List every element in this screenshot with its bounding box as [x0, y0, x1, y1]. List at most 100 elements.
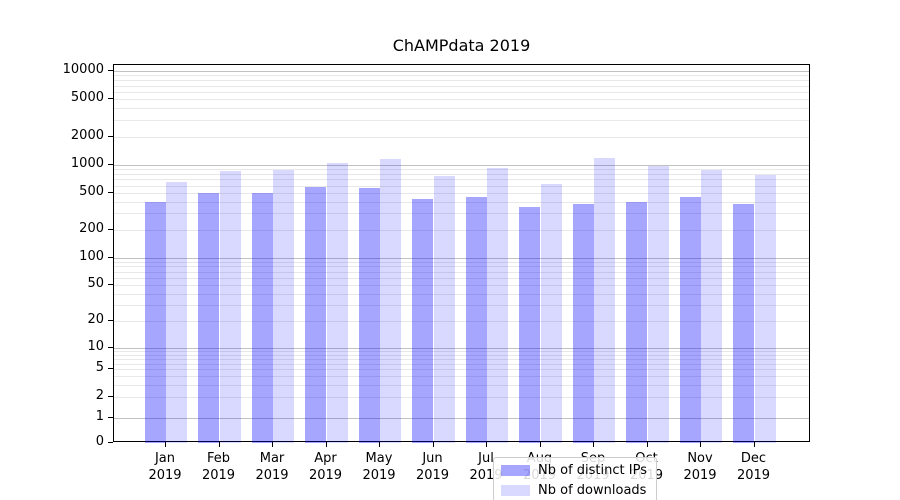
gridline-minor — [114, 120, 809, 122]
bar-nb-of-downloads-aug — [540, 183, 562, 443]
y-tick-mark — [108, 442, 113, 443]
legend-swatch-distinct-ips — [501, 465, 531, 476]
gridline-minor — [114, 320, 809, 322]
y-tick-label: 100 — [79, 248, 104, 264]
x-tick-label: Mar 2019 — [255, 451, 289, 483]
y-tick-label: 5 — [95, 360, 104, 376]
y-tick-mark — [108, 347, 113, 348]
x-tick-mark — [593, 442, 594, 447]
gridline-minor — [114, 192, 809, 194]
bar-nb-of-distinct-ips-jan — [144, 201, 166, 443]
y-tick-mark — [108, 417, 113, 418]
y-tick-mark — [108, 228, 113, 230]
bar-nb-of-downloads-jun — [433, 176, 455, 443]
bar-nb-of-downloads-feb — [219, 170, 241, 443]
gridline-major — [114, 257, 809, 259]
x-tick-mark — [165, 442, 166, 447]
gridline-minor — [114, 85, 809, 87]
legend: Nb of distinct IPs Nb of downloads — [493, 457, 657, 500]
y-tick-mark — [108, 283, 113, 285]
bar-nb-of-downloads-mar — [273, 170, 295, 443]
x-tick-mark — [325, 442, 327, 447]
bar-nb-of-downloads-jan — [166, 182, 188, 443]
gridline-minor — [114, 354, 809, 356]
gridline-minor — [114, 169, 809, 171]
bar-nb-of-downloads-oct — [647, 165, 669, 443]
y-tick-label: 20 — [87, 311, 104, 327]
gridline-minor — [114, 266, 809, 268]
gridline-major — [114, 165, 809, 166]
gridline-minor — [114, 304, 809, 306]
gridline-minor — [114, 91, 809, 93]
y-tick-mark — [108, 319, 113, 321]
bar-nb-of-distinct-ips-jul — [465, 197, 487, 443]
y-tick-mark — [108, 395, 113, 397]
gridline-minor — [114, 99, 809, 101]
y-tick-label: 1 — [95, 409, 104, 424]
bar-nb-of-downloads-sep — [594, 157, 616, 443]
y-tick-label: 10 — [87, 339, 104, 354]
grid-layer — [114, 65, 809, 441]
gridline-minor — [114, 351, 809, 353]
bar-nb-of-distinct-ips-mar — [251, 192, 273, 443]
gridline-minor — [114, 358, 809, 360]
bar-nb-of-distinct-ips-apr — [305, 186, 327, 443]
gridline-minor — [114, 174, 809, 175]
gridline-minor — [114, 261, 809, 263]
x-tick-label: Nov 2019 — [683, 451, 717, 483]
gridline-minor — [114, 108, 809, 110]
legend-item-downloads: Nb of downloads — [501, 483, 647, 498]
x-tick-label: Apr 2019 — [308, 451, 343, 483]
bar-nb-of-downloads-jul — [487, 167, 509, 443]
bar-nb-of-downloads-may — [380, 159, 402, 443]
x-tick-mark — [486, 442, 487, 447]
plot-area: Nb of distinct IPs Nb of downloads — [113, 64, 810, 500]
gridline-minor — [114, 201, 809, 203]
bar-nb-of-distinct-ips-jun — [412, 198, 434, 443]
y-tick-mark — [108, 256, 113, 258]
y-tick-label: 1000 — [70, 156, 104, 171]
gridline-minor — [114, 284, 809, 286]
legend-swatch-downloads — [501, 485, 531, 496]
y-tick-mark — [108, 98, 113, 100]
bar-nb-of-downloads-dec — [754, 175, 776, 443]
gridline-minor — [114, 185, 809, 187]
y-tick-label: 0 — [95, 434, 104, 449]
gridline-minor — [114, 179, 809, 181]
x-tick-mark — [753, 442, 755, 447]
x-tick-label: Jan 2019 — [148, 451, 182, 483]
bar-layer — [114, 65, 809, 443]
gridline-minor — [114, 277, 809, 279]
chart-title: ChAMPdata 2019 — [392, 36, 531, 55]
gridline-minor — [114, 75, 809, 77]
gridline-minor — [114, 396, 809, 398]
bar-nb-of-distinct-ips-dec — [733, 203, 755, 443]
gridline-major — [114, 418, 809, 419]
bar-nb-of-distinct-ips-feb — [198, 192, 220, 443]
gridline-minor — [114, 369, 809, 371]
y-tick-mark — [108, 368, 113, 370]
gridline-minor — [114, 384, 809, 386]
gridline-minor — [114, 213, 809, 215]
y-tick-label: 2000 — [70, 127, 104, 143]
x-tick-mark — [272, 442, 273, 447]
y-tick-mark — [108, 135, 113, 137]
legend-label-downloads: Nb of downloads — [538, 483, 647, 498]
gridline-minor — [114, 80, 809, 82]
y-tick-mark — [108, 191, 113, 193]
x-tick-mark — [432, 442, 434, 447]
bar-nb-of-distinct-ips-nov — [679, 197, 701, 443]
bar-nb-of-distinct-ips-may — [358, 188, 380, 443]
bar-nb-of-downloads-apr — [326, 163, 348, 443]
y-tick-label: 10000 — [62, 62, 104, 77]
y-tick-mark — [108, 164, 113, 165]
legend-label-distinct-ips: Nb of distinct IPs — [538, 463, 647, 478]
x-tick-mark — [539, 442, 541, 447]
gridline-minor — [114, 293, 809, 295]
x-tick-mark — [646, 442, 648, 447]
x-tick-mark — [700, 442, 701, 447]
y-tick-label: 5000 — [70, 90, 104, 106]
x-tick-label: Jun 2019 — [415, 451, 450, 483]
x-tick-label: May 2019 — [362, 451, 396, 483]
